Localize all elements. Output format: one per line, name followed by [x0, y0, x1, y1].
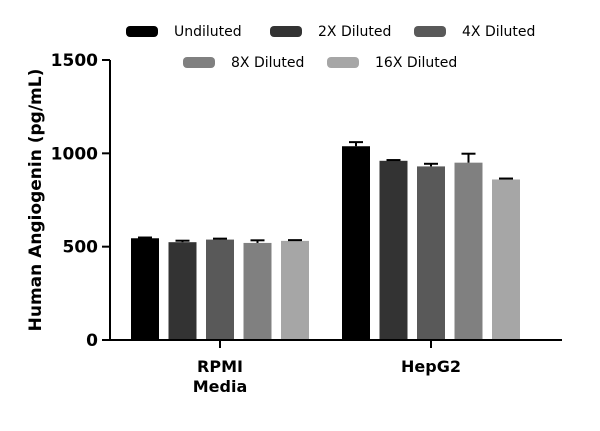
x-tick-label: HepG2: [401, 357, 461, 376]
bar: [131, 238, 159, 340]
bar: [168, 242, 197, 340]
y-tick-label: 1000: [51, 144, 98, 164]
y-axis: 0 500 1000 1500: [51, 51, 111, 351]
bars: [131, 141, 520, 340]
y-axis-title: Human Angiogenin (pg/mL): [26, 69, 46, 332]
bar: [342, 146, 370, 340]
bar: [492, 179, 520, 340]
legend-label: 8X Diluted: [231, 55, 304, 71]
legend-swatch: [183, 57, 215, 68]
legend-label: 16X Diluted: [375, 55, 457, 71]
legend-label: Undiluted: [174, 24, 242, 40]
bar: [243, 242, 272, 340]
bar: [379, 160, 408, 340]
x-tick-label: RPMI: [197, 357, 243, 376]
legend-swatch: [270, 26, 302, 37]
legend: Undiluted 2X Diluted 4X Diluted 8X Diluted 1…: [126, 24, 535, 71]
legend-label: 4X Diluted: [462, 24, 535, 40]
legend-label: 2X Diluted: [318, 24, 391, 40]
x-tick-label: Media: [193, 377, 248, 396]
bar: [454, 162, 483, 340]
y-tick-label: 1500: [51, 51, 98, 71]
y-tick-label: 0: [86, 331, 98, 351]
legend-swatch: [327, 57, 359, 68]
bar: [206, 239, 234, 340]
y-tick-label: 500: [63, 238, 99, 258]
bar: [281, 240, 309, 340]
legend-swatch: [414, 26, 446, 37]
legend-swatch: [126, 26, 158, 37]
bar: [417, 166, 445, 340]
